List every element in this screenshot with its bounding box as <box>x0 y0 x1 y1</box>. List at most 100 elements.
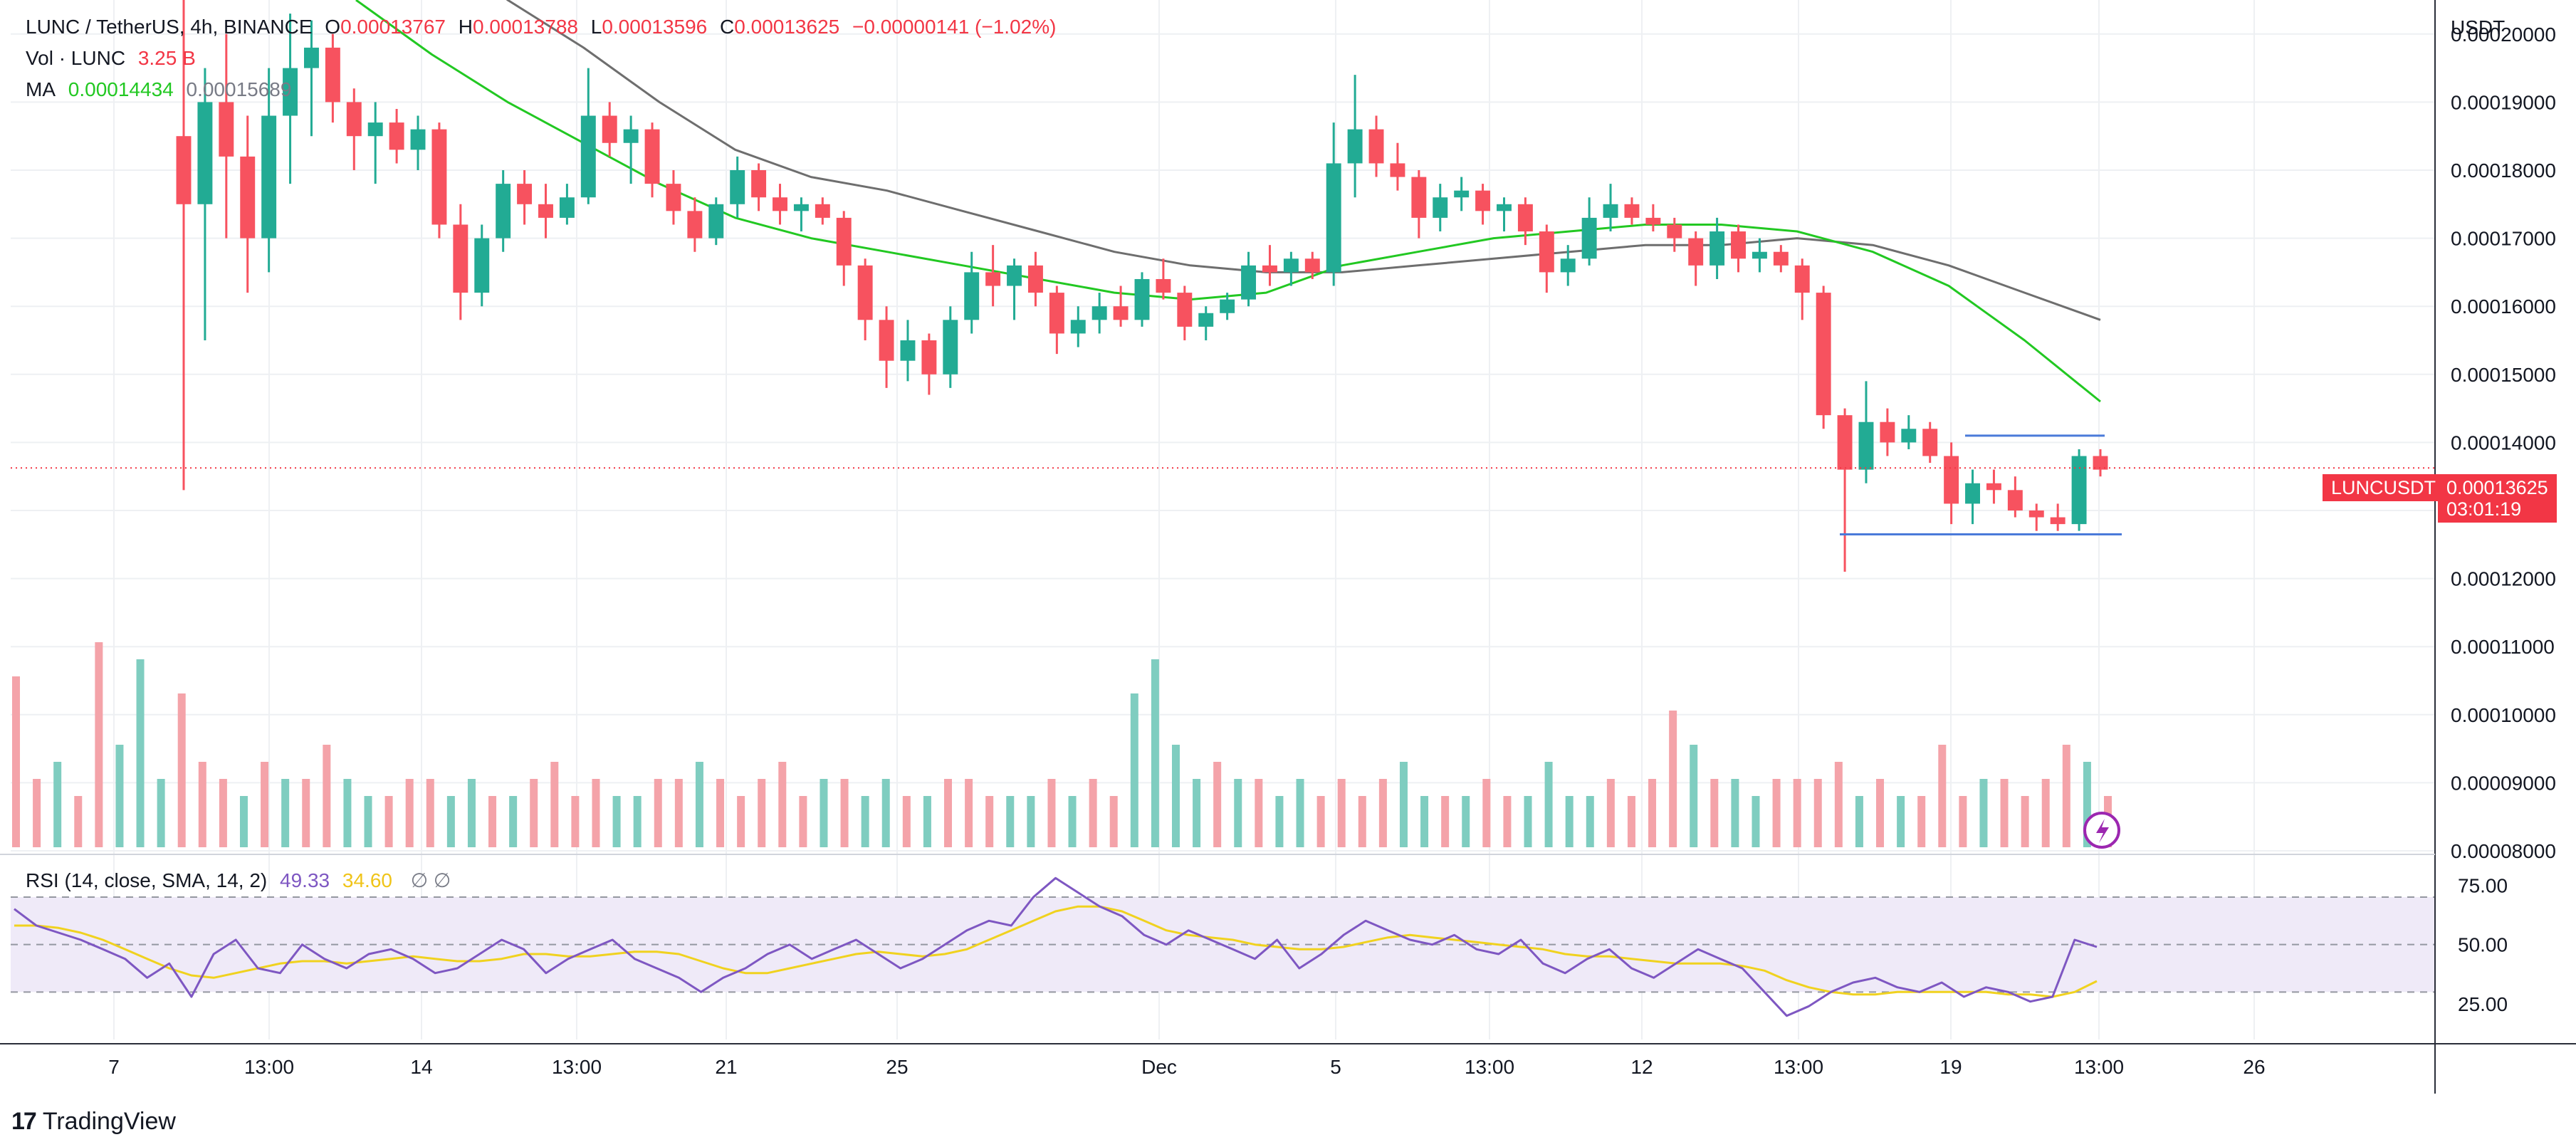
volume-bar <box>1565 796 1574 847</box>
candle-body <box>559 197 575 218</box>
candle-body <box>666 184 681 211</box>
candle-body <box>197 102 213 204</box>
time-tick-label: 13:00 <box>1774 1056 1823 1078</box>
candle-body <box>1560 258 1576 273</box>
range-box[interactable] <box>1840 434 2122 535</box>
candle-body <box>303 47 319 68</box>
volume-bar <box>1772 779 1781 847</box>
candle-body <box>1517 204 1533 232</box>
volume-bar <box>1109 796 1118 847</box>
volume-bar <box>1793 779 1801 847</box>
candle-body <box>730 170 745 204</box>
volume-bar <box>12 676 20 847</box>
volume-bar <box>1503 796 1512 847</box>
candle-body <box>1539 231 1554 273</box>
volume-bar <box>881 779 890 847</box>
volume-bar <box>1275 796 1284 847</box>
currency-label: USDT <box>2451 16 2505 38</box>
volume-bar <box>1378 779 1387 847</box>
candle-body <box>964 272 980 320</box>
tradingview-brand[interactable]: 17 TradingView <box>11 1108 176 1136</box>
volume-bar <box>2000 779 2009 847</box>
volume-bar <box>944 779 953 847</box>
high-value: 0.00013788 <box>473 16 578 38</box>
volume-bar <box>1813 779 1822 847</box>
volume-bar <box>820 779 828 847</box>
volume-bar <box>1917 796 1926 847</box>
time-tick-label: 12 <box>1630 1056 1653 1078</box>
rsi-tick-label: 50.00 <box>2458 934 2508 956</box>
candle-body <box>1475 190 1491 211</box>
time-tick-label: Dec <box>1141 1056 1177 1078</box>
ma-label[interactable]: MA <box>26 78 56 100</box>
candle-body <box>857 265 873 320</box>
candle-body <box>453 224 468 293</box>
candle-body <box>1922 429 1938 456</box>
volume-bar <box>33 779 41 847</box>
volume-bar <box>674 779 683 847</box>
candle-body <box>1880 421 1895 443</box>
volume-bar <box>1399 762 1408 847</box>
candle-body <box>1220 299 1235 313</box>
volume-bar <box>902 796 911 847</box>
volume-bar <box>177 693 186 847</box>
time-tick-label: 19 <box>1939 1056 1962 1078</box>
time-tick-label: 5 <box>1330 1056 1341 1078</box>
tradingview-logo-icon: 17 <box>11 1108 37 1135</box>
volume-bar <box>1047 779 1056 847</box>
volume-label[interactable]: Vol · LUNC <box>26 47 126 69</box>
ma-legend: MA 0.00014434 0.00015689 <box>26 78 298 101</box>
volume-bar <box>1731 779 1739 847</box>
candle-body <box>1433 197 1448 218</box>
candle-body <box>1007 265 1022 286</box>
bar-countdown: 03:01:19 <box>2446 498 2522 520</box>
volume-bar <box>74 796 83 847</box>
volume-bar <box>1213 762 1222 847</box>
symbol-badge: LUNCUSDT <box>2323 474 2445 501</box>
candle-body <box>2093 456 2108 470</box>
hidden-values-icon[interactable]: ∅ ∅ <box>410 869 451 891</box>
volume-bar <box>467 779 476 847</box>
volume-bar <box>1710 779 1719 847</box>
candle-body <box>1901 429 1917 443</box>
candle-body <box>985 272 1001 286</box>
candle-body <box>1326 163 1341 273</box>
candle-body <box>240 156 256 239</box>
volume-bar <box>1027 796 1035 847</box>
candle-body <box>1731 231 1746 259</box>
rsi-label[interactable]: RSI (14, close, SMA, 14, 2) <box>26 869 268 891</box>
volume-bar <box>1068 796 1077 847</box>
volume-bar <box>758 779 766 847</box>
ma-slow-line <box>506 0 2101 321</box>
candle-body <box>1837 415 1853 470</box>
volume-bar <box>95 642 103 847</box>
volume-bar <box>115 745 124 847</box>
rsi-legend: RSI (14, close, SMA, 14, 2) 49.33 34.60 … <box>26 869 458 892</box>
symbol-title[interactable]: LUNC / TetherUS, 4h, BINANCE <box>26 16 313 38</box>
candle-body <box>1283 258 1299 273</box>
candlesticks <box>176 0 2108 572</box>
time-tick-label: 25 <box>886 1056 908 1078</box>
candle-body <box>2028 510 2044 518</box>
volume-bar <box>1462 796 1470 847</box>
price-tick-label: 0.00020000 <box>2451 23 2556 46</box>
candle-body <box>1070 320 1086 334</box>
price-tick-label: 0.00015000 <box>2451 364 2556 386</box>
close-label: C <box>720 16 735 38</box>
candle-body <box>1177 293 1193 327</box>
volume-bar <box>1544 762 1553 847</box>
ohlc-legend: LUNC / TetherUS, 4h, BINANCE O0.00013767… <box>26 16 1063 38</box>
time-tick-label: 13:00 <box>1465 1056 1514 1078</box>
candle-body <box>261 115 277 239</box>
volume-bar <box>384 796 393 847</box>
volume-bar <box>1752 796 1760 847</box>
candle-body <box>1091 306 1107 320</box>
candle-body <box>773 197 787 211</box>
volume-bar <box>2021 796 2029 847</box>
volume-bar <box>1897 796 1905 847</box>
time-tick-label: 14 <box>410 1056 432 1078</box>
low-value: 0.00013596 <box>602 16 708 38</box>
rsi-tick-label: 75.00 <box>2458 874 2508 896</box>
volume-bar <box>281 779 290 847</box>
